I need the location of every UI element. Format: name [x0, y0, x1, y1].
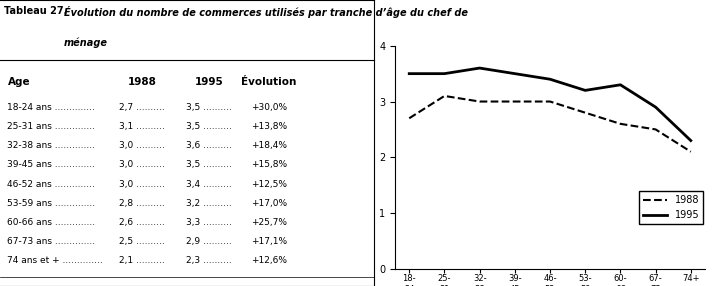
Text: 3,5 ..........: 3,5 ..........: [187, 103, 232, 112]
Text: 2,6 ..........: 2,6 ..........: [119, 218, 165, 227]
Text: 2,9 ..........: 2,9 ..........: [187, 237, 232, 246]
Text: 1995: 1995: [195, 77, 224, 87]
1988: [545, 100, 554, 103]
Text: 2,3 ..........: 2,3 ..........: [187, 256, 232, 265]
Text: +13,8%: +13,8%: [251, 122, 287, 131]
Text: 67-73 ans ..............: 67-73 ans ..............: [7, 237, 95, 246]
Text: Évolution du nombre de commerces utilisés par tranche d’âge du chef de: Évolution du nombre de commerces utilisé…: [64, 6, 468, 18]
Text: +18,4%: +18,4%: [251, 141, 287, 150]
Text: +12,6%: +12,6%: [251, 256, 287, 265]
Text: 3,6 ..........: 3,6 ..........: [187, 141, 232, 150]
Text: +12,5%: +12,5%: [251, 180, 287, 188]
Text: 3,3 ..........: 3,3 ..........: [187, 218, 232, 227]
1995: [405, 72, 414, 75]
1988: [686, 150, 695, 153]
Text: 74 ans et + ..............: 74 ans et + ..............: [7, 256, 103, 265]
Text: +30,0%: +30,0%: [251, 103, 287, 112]
Text: 1988: 1988: [127, 77, 157, 87]
1995: [616, 83, 624, 86]
Text: 3,5 ..........: 3,5 ..........: [187, 122, 232, 131]
Text: Évolution: Évolution: [241, 77, 297, 87]
1995: [511, 72, 519, 75]
Text: 2,1 ..........: 2,1 ..........: [119, 256, 165, 265]
Text: +15,8%: +15,8%: [251, 160, 287, 169]
Text: 3,4 ..........: 3,4 ..........: [187, 180, 232, 188]
Text: Age: Age: [7, 77, 30, 87]
1988: [476, 100, 484, 103]
Text: 3,2 ..........: 3,2 ..........: [187, 199, 232, 208]
Text: 53-59 ans ..............: 53-59 ans ..............: [7, 199, 95, 208]
Text: 2,8 ..........: 2,8 ..........: [119, 199, 165, 208]
1988: [581, 111, 590, 114]
Text: 3,1 ..........: 3,1 ..........: [119, 122, 165, 131]
Text: +25,7%: +25,7%: [251, 218, 287, 227]
Text: Tableau 27.: Tableau 27.: [4, 6, 67, 16]
1995: [440, 72, 449, 75]
Text: 25-31 ans ..............: 25-31 ans ..............: [7, 122, 95, 131]
Line: 1995: 1995: [409, 68, 691, 141]
Text: 3,0 ..........: 3,0 ..........: [119, 141, 165, 150]
1988: [651, 128, 660, 131]
Text: +17,1%: +17,1%: [251, 237, 287, 246]
Text: 3,0 ..........: 3,0 ..........: [119, 180, 165, 188]
Text: 60-66 ans ..............: 60-66 ans ..............: [7, 218, 95, 227]
1995: [545, 78, 554, 81]
Text: 2,5 ..........: 2,5 ..........: [119, 237, 165, 246]
Line: 1988: 1988: [409, 96, 691, 152]
Text: +17,0%: +17,0%: [251, 199, 287, 208]
Text: 3,5 ..........: 3,5 ..........: [187, 160, 232, 169]
Text: 18-24 ans ..............: 18-24 ans ..............: [7, 103, 95, 112]
Text: 2,7 ..........: 2,7 ..........: [119, 103, 165, 112]
1988: [511, 100, 519, 103]
1995: [476, 66, 484, 70]
1988: [440, 94, 449, 98]
1995: [651, 105, 660, 109]
Text: 32-38 ans ..............: 32-38 ans ..............: [7, 141, 95, 150]
Text: 39-45 ans ..............: 39-45 ans ..............: [7, 160, 95, 169]
1995: [581, 89, 590, 92]
1988: [405, 117, 414, 120]
1995: [686, 139, 695, 142]
Text: 46-52 ans ..............: 46-52 ans ..............: [7, 180, 95, 188]
1988: [616, 122, 624, 126]
Text: 3,0 ..........: 3,0 ..........: [119, 160, 165, 169]
Legend: 1988, 1995: 1988, 1995: [639, 191, 703, 224]
Text: ménage: ménage: [64, 37, 108, 48]
